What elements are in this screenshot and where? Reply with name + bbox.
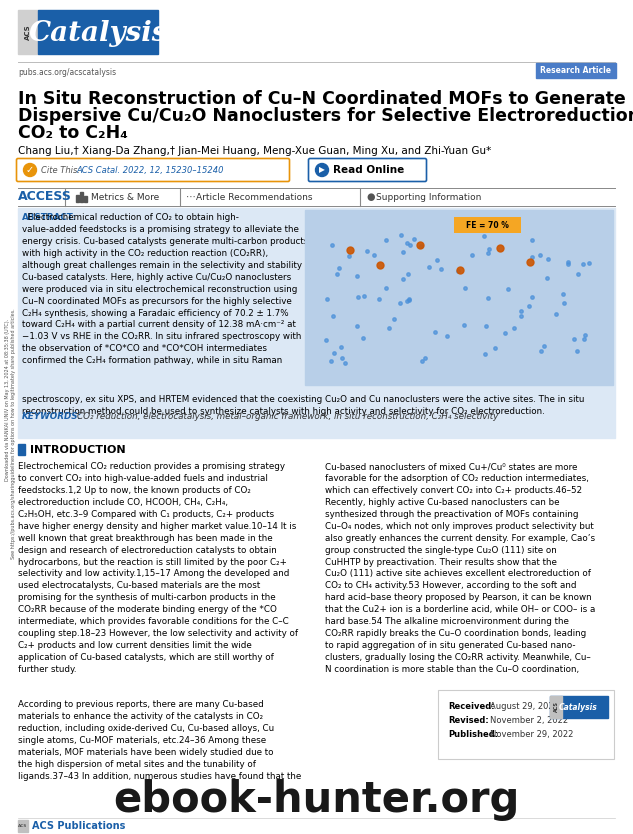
Text: ABSTRACT:: ABSTRACT: <box>22 213 77 222</box>
Text: FE = 70 %: FE = 70 % <box>465 220 508 229</box>
Text: ACS: ACS <box>553 701 558 712</box>
Text: ACS Catal. 2022, 12, 15230–15240: ACS Catal. 2022, 12, 15230–15240 <box>76 165 223 174</box>
Text: spectroscopy, ex situ XPS, and HRTEM evidenced that the coexisting Cu₂O and Cu n: spectroscopy, ex situ XPS, and HRTEM evi… <box>22 395 584 416</box>
Bar <box>536 63 616 78</box>
Text: KEYWORDS:: KEYWORDS: <box>22 412 82 421</box>
FancyBboxPatch shape <box>454 217 521 233</box>
Text: Research Article: Research Article <box>541 66 611 75</box>
Bar <box>84 196 87 202</box>
Text: Catalysis: Catalysis <box>559 702 598 711</box>
Circle shape <box>315 163 329 177</box>
Bar <box>18 208 615 438</box>
FancyBboxPatch shape <box>308 158 427 182</box>
Bar <box>18 10 38 54</box>
Text: ACCESS: ACCESS <box>18 189 72 203</box>
Text: CO₂ to C₂H₄: CO₂ to C₂H₄ <box>18 124 128 142</box>
Bar <box>550 696 608 718</box>
Text: ebook-hunter.org: ebook-hunter.org <box>113 779 519 821</box>
Bar <box>550 696 562 718</box>
Text: Read Online: Read Online <box>333 165 404 175</box>
Text: See https://pubs.acs.org/sharingguidelines for options on how to legitimately sh: See https://pubs.acs.org/sharingguidelin… <box>11 309 16 559</box>
Text: According to previous reports, there are many Cu-based
materials to enhance the : According to previous reports, there are… <box>18 700 301 781</box>
Text: INTRODUCTION: INTRODUCTION <box>30 445 125 455</box>
Bar <box>76 195 79 202</box>
Text: ⋯: ⋯ <box>186 192 196 202</box>
Text: ACS: ACS <box>25 24 31 40</box>
Bar <box>305 210 613 385</box>
Text: Received:: Received: <box>448 702 494 711</box>
Bar <box>80 192 83 202</box>
Text: Catalysis: Catalysis <box>28 19 168 47</box>
Text: Electrochemical reduction of CO₂ to obtain high-
value-added feedstocks is a pro: Electrochemical reduction of CO₂ to obta… <box>22 213 313 365</box>
Text: CO₂ reduction, electrocatalysis, metal–organic framework, in situ reconstruction: CO₂ reduction, electrocatalysis, metal–o… <box>77 412 498 421</box>
Bar <box>18 820 28 832</box>
Text: ▶: ▶ <box>319 165 325 174</box>
Text: Cu-based nanoclusters of mixed Cu+/Cu⁰ states are more
favorable for the adsorpt: Cu-based nanoclusters of mixed Cu+/Cu⁰ s… <box>325 462 596 674</box>
Text: Chang Liu,† Xiang-Da Zhang,† Jian-Mei Huang, Meng-Xue Guan, Ming Xu, and Zhi-Yua: Chang Liu,† Xiang-Da Zhang,† Jian-Mei Hu… <box>18 146 491 156</box>
Bar <box>38 10 158 54</box>
Text: Article Recommendations: Article Recommendations <box>196 193 313 202</box>
FancyBboxPatch shape <box>16 158 289 182</box>
Text: Downloaded via NANKAI UNIV on May 13, 2024 at 08:35:38 (UTC).: Downloaded via NANKAI UNIV on May 13, 20… <box>5 319 10 481</box>
Text: Cite This:: Cite This: <box>41 165 83 174</box>
Text: Electrochemical CO₂ reduction provides a promising strategy
to convert CO₂ into : Electrochemical CO₂ reduction provides a… <box>18 462 298 674</box>
Text: ACS: ACS <box>18 824 28 828</box>
Text: pubs.acs.org/acscatalysis: pubs.acs.org/acscatalysis <box>18 68 116 77</box>
Text: ✓: ✓ <box>26 165 34 175</box>
Text: Revised:: Revised: <box>448 716 489 725</box>
Text: Published:: Published: <box>448 730 498 739</box>
Text: Metrics & More: Metrics & More <box>91 193 160 202</box>
Text: November 2, 2022: November 2, 2022 <box>490 716 568 725</box>
Bar <box>18 444 25 455</box>
Text: ACS Publications: ACS Publications <box>32 821 125 831</box>
Bar <box>18 10 38 54</box>
Text: Supporting Information: Supporting Information <box>376 193 481 202</box>
Text: August 29, 2022: August 29, 2022 <box>490 702 559 711</box>
FancyBboxPatch shape <box>438 690 614 759</box>
Text: November 29, 2022: November 29, 2022 <box>490 730 573 739</box>
Text: In Situ Reconstruction of Cu–N Coordinated MOFs to Generate: In Situ Reconstruction of Cu–N Coordinat… <box>18 90 626 108</box>
Text: Dispersive Cu/Cu₂O Nanoclusters for Selective Electroreduction of: Dispersive Cu/Cu₂O Nanoclusters for Sele… <box>18 107 633 125</box>
Text: ●: ● <box>366 192 375 202</box>
Circle shape <box>23 163 37 177</box>
